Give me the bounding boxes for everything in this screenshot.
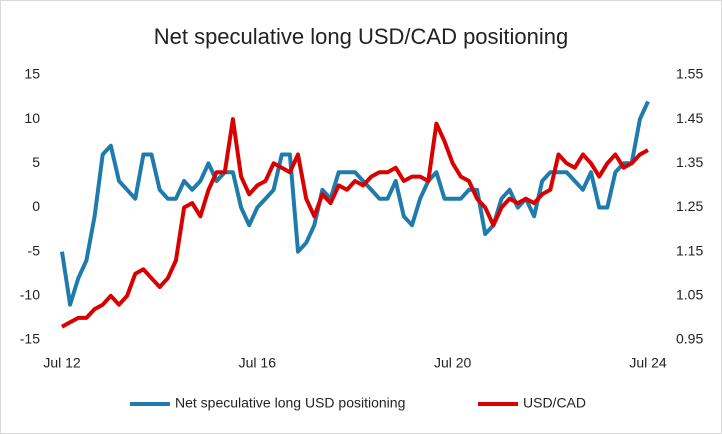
- y2-tick-label: 1.35: [676, 154, 703, 170]
- line-series: [61, 117, 649, 329]
- x-tick-label: Jul 12: [43, 355, 81, 371]
- y-tick-label: -5: [28, 242, 41, 258]
- y2-tick-label: 1.45: [676, 110, 703, 126]
- y-tick-label: 15: [24, 66, 40, 82]
- legend-label: USD/CAD: [523, 395, 586, 411]
- line-series: [60, 100, 650, 307]
- y-tick-label: -10: [20, 287, 40, 303]
- x-tick-label: Jul 24: [629, 355, 667, 371]
- y2-tick-label: 1.25: [676, 198, 703, 214]
- y-tick-label: 0: [32, 198, 40, 214]
- y-tick-label: -15: [20, 331, 40, 347]
- x-tick-label: Jul 16: [239, 355, 277, 371]
- chart-title: Net speculative long USD/CAD positioning: [154, 24, 569, 49]
- y2-tick-label: 1.55: [676, 66, 703, 82]
- legend-label: Net speculative long USD positioning: [175, 395, 405, 411]
- x-tick-label: Jul 20: [434, 355, 472, 371]
- y-tick-label: 10: [24, 110, 40, 126]
- y-tick-label: 5: [32, 154, 40, 170]
- y2-tick-label: 1.05: [676, 287, 703, 303]
- y2-tick-label: 0.95: [676, 331, 703, 347]
- y2-tick-label: 1.15: [676, 242, 703, 258]
